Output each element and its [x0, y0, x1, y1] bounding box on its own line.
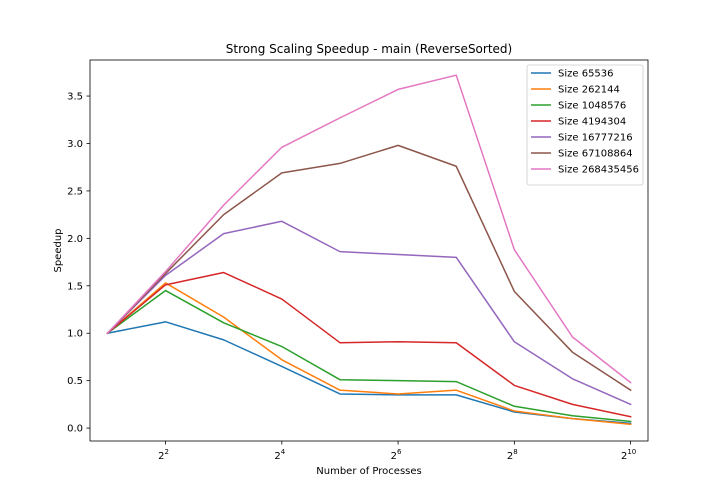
- series-layer: [106, 74, 632, 426]
- y-axis: 0.0 0.5 1.0 1.5 2.0 2.5 3.0 3.5: [67, 92, 90, 435]
- x-tick-exponent: 6: [397, 448, 402, 456]
- y-tick-label: 1.0: [67, 329, 83, 340]
- series-line-2: [106, 282, 632, 426]
- legend-label-6: Size 67108864: [558, 149, 633, 160]
- legend-label-2: Size 262144: [558, 85, 620, 96]
- y-tick-label: 2.0: [67, 234, 83, 245]
- legend-label-4: Size 4194304: [558, 117, 626, 128]
- chart-title: Strong Scaling Speedup - main (ReverseSo…: [226, 42, 512, 56]
- x-tick-exponent: 10: [627, 448, 636, 456]
- series-line-6: [106, 144, 632, 392]
- x-tick-exponent: 2: [165, 448, 169, 456]
- legend-label-3: Size 1048576: [558, 101, 626, 112]
- plot-frame: [89, 59, 649, 442]
- x-tick-base: 2: [391, 451, 397, 462]
- legend-frame: [526, 64, 644, 186]
- x-tick-exponent: 8: [513, 448, 517, 456]
- x-axis: 22 24 26 28 210: [158, 441, 636, 462]
- legend: Size 65536 Size 262144 Size 1048576 Size 41…: [526, 64, 644, 186]
- y-tick-label: 0.0: [67, 424, 83, 435]
- x-tick-base: 2: [274, 451, 280, 462]
- x-tick-base: 2: [621, 451, 627, 462]
- x-tick-exponent: 4: [281, 448, 286, 456]
- y-axis-label: Speedup: [53, 228, 64, 272]
- x-tick-label: 28: [507, 448, 518, 462]
- legend-label-7: Size 268435456: [558, 165, 639, 176]
- series-line-4: [106, 271, 632, 418]
- x-tick-label: 24: [274, 448, 285, 462]
- y-tick-label: 0.5: [67, 376, 83, 387]
- plot-area: [89, 59, 649, 442]
- x-axis-label: Number of Processes: [316, 466, 421, 477]
- legend-label-1: Size 65536: [558, 69, 614, 80]
- y-tick-label: 2.5: [67, 186, 83, 197]
- y-tick-label: 1.5: [67, 281, 83, 292]
- x-tick-label: 210: [621, 448, 636, 462]
- y-tick-label: 3.0: [67, 139, 83, 150]
- series-line-7: [106, 74, 632, 384]
- y-tick-label: 3.5: [67, 92, 83, 103]
- x-tick-label: 22: [158, 448, 169, 462]
- series-line-3: [106, 289, 632, 423]
- x-tick-base: 2: [158, 451, 164, 462]
- x-tick-label: 26: [391, 448, 402, 462]
- x-tick-base: 2: [507, 451, 513, 462]
- series-line-5: [106, 220, 632, 406]
- legend-label-5: Size 16777216: [558, 133, 633, 144]
